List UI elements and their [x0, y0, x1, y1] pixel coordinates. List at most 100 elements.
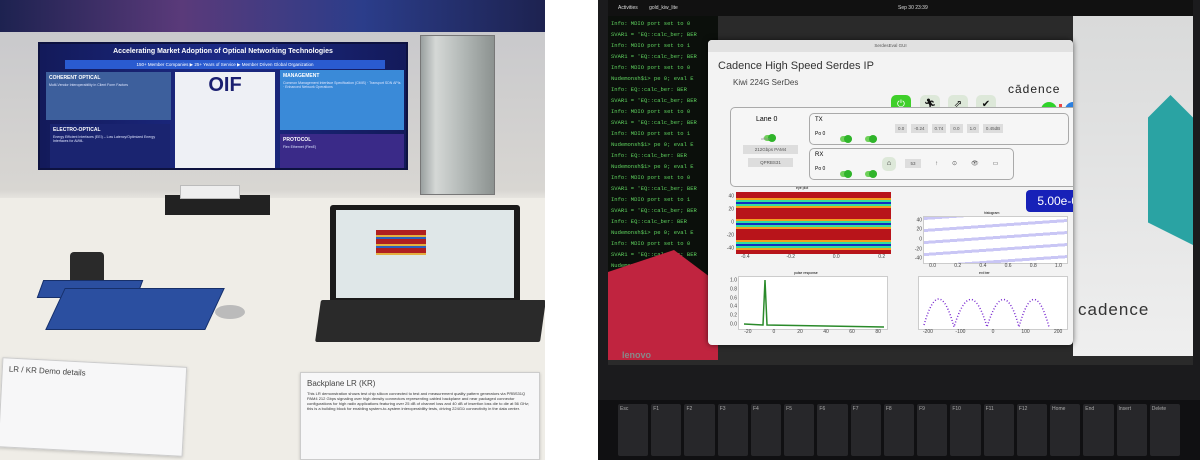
tx-field[interactable]: 0.45dB — [982, 124, 1004, 133]
data-rate-field[interactable]: 212Gbps PAM4 — [743, 145, 798, 154]
tx-field[interactable]: 0.0 — [950, 124, 963, 133]
key[interactable]: F10 — [950, 404, 981, 456]
gnome-topbar: Activities gold_kiw_lite Sep 30 23:39 — [608, 0, 1193, 16]
terminal-line: SVAR1 = 'EQ::calc_ber; BER — [611, 31, 697, 38]
terminal-line: Nudemonsh$1> pe 0; eval E — [611, 75, 694, 82]
key[interactable]: F3 — [717, 404, 748, 456]
key[interactable]: Insert — [1116, 404, 1147, 456]
y-tick-label: 20 — [728, 206, 734, 213]
key[interactable]: F11 — [983, 404, 1014, 456]
y-tick-label: -20 — [914, 246, 922, 253]
key[interactable]: Esc — [618, 404, 649, 456]
laptop-left-keyboard — [315, 300, 545, 342]
app-menu[interactable]: gold_kiw_lite — [649, 5, 678, 11]
x-tick-label: 0.8 — [1029, 263, 1037, 269]
ceiling-lights — [0, 0, 545, 32]
key[interactable]: F5 — [784, 404, 815, 456]
lock-icon: ⌂ — [886, 160, 892, 167]
terminal-line: Info: MDIO port set to 1 — [611, 42, 691, 49]
cadence-logo: cādence — [1008, 82, 1061, 96]
y-tick-label: 0.2 — [730, 312, 737, 319]
terminal-line: Info: EQ::calc_ber: BER — [611, 86, 687, 93]
rx-mode-toggle[interactable] — [865, 164, 877, 182]
backplane-card: Backplane LR (KR) This LR demonstration … — [300, 372, 540, 460]
rx-enable-toggle[interactable] — [840, 164, 852, 182]
poster-section-protocol: PROTOCOL Flex Ethernet (FlexE) — [280, 134, 404, 168]
activities-button[interactable]: Activities — [618, 5, 638, 11]
backplane-description: This LR demonstration shows test chip si… — [307, 391, 530, 411]
ext-ber-curve — [923, 298, 1050, 329]
booth-photo: Accelerating Market Adoption of Optical … — [0, 0, 545, 460]
x-tick-label: -200 — [922, 329, 933, 335]
terminal-line: Info: MDIO port set to 0 — [611, 64, 691, 71]
key[interactable]: F6 — [817, 404, 848, 456]
lock-button[interactable]: ⌂ — [882, 157, 896, 171]
y-tick-label: 0.4 — [730, 303, 737, 310]
key[interactable]: Delete — [1149, 404, 1180, 456]
wallpaper-hexagon — [1148, 95, 1193, 245]
x-tick-label: 40 — [823, 329, 829, 335]
terminal-line: SVAR1 = 'EQ::calc_ber; BER — [611, 97, 697, 104]
app-subheading: Kiwi 224G SerDes — [733, 78, 799, 87]
eye-plot: eye plot 40 20 0 -20 -40 -0.4 -0.2 0.0 0.2 — [727, 186, 891, 260]
x-tick-label: 0.4 — [979, 263, 987, 269]
key[interactable]: F9 — [917, 404, 948, 456]
tx-field[interactable]: 1.0 — [966, 124, 979, 133]
x-tick-label: -20 — [744, 329, 752, 335]
poster-center: OIF — [175, 72, 275, 168]
pattern-field[interactable]: QPRBS31 — [748, 158, 793, 167]
key[interactable]: F1 — [651, 404, 682, 456]
y-tick-label: -20 — [726, 232, 734, 239]
y-tick-label: 40 — [916, 217, 922, 224]
histogram-bars — [924, 217, 1067, 263]
y-tick-label: 40 — [728, 193, 734, 200]
y-tick-label: 1.0 — [730, 277, 737, 284]
tx-mode-toggle[interactable] — [865, 129, 877, 147]
lane-toggle[interactable] — [764, 128, 776, 146]
device-stand — [165, 195, 270, 215]
terminal-line: Info: EQ::calc_ber: BER — [611, 218, 687, 225]
rx-action-icons[interactable]: ↑⊙👁︎▭ — [935, 161, 1013, 167]
x-tick-label: 0.2 — [878, 254, 886, 260]
tx-enable-toggle[interactable] — [840, 129, 852, 147]
poster-stat: Member Driven Global Organization — [241, 62, 314, 67]
tx-field[interactable]: -0.24 — [911, 124, 928, 133]
tx-field[interactable]: 0.0 — [895, 124, 908, 133]
key[interactable]: Home — [1050, 404, 1081, 456]
key[interactable]: F4 — [750, 404, 782, 456]
x-tick-label: -100 — [955, 329, 966, 335]
power-icon: ⏻ — [897, 99, 905, 110]
demo-details-card: LR / KR Demo details — [0, 357, 188, 457]
equipment-rack — [420, 35, 495, 195]
key[interactable]: F2 — [684, 404, 715, 456]
rx-field[interactable]: 53 — [905, 159, 921, 168]
laptop-keyboard: Esc F1 F2 F3 F4 F5 F6 F7 F8 F9 F10 F11 F12 Home End Ins… — [598, 400, 1200, 460]
tx-fields: 0.0 -0.24 0.74 0.0 1.0 0.45dB — [895, 124, 1004, 133]
clock[interactable]: Sep 30 23:39 — [898, 5, 928, 11]
key[interactable]: End — [1083, 404, 1114, 456]
terminal-line: Nudemonsh$1> pe 0; eval E — [611, 163, 694, 170]
rx-panel: RX Po 0 ⌂ 53 ↑⊙👁︎▭ — [809, 148, 1014, 180]
x-tick-label: 0 — [991, 329, 995, 335]
terminal-line: SVAR1 = 'EQ::calc_ber; BER — [611, 207, 697, 214]
serdes-eval-window: SerdesEval GUI Cadence High Speed Serdes… — [708, 40, 1073, 345]
terminal-line: SVAR1 = 'EQ::calc_ber; BER — [611, 185, 697, 192]
pulse-response-line — [743, 279, 885, 328]
ext-ber-plot: ext ber -200 -100 0 100 200 — [918, 271, 1068, 335]
laptop-screen: Activities gold_kiw_lite Sep 30 23:39 In… — [608, 0, 1193, 365]
x-tick-label: 0.2 — [954, 263, 962, 269]
key[interactable]: F8 — [883, 404, 915, 456]
terminal-line: Info: MDIO port set to 0 — [611, 240, 691, 247]
y-tick-label: 0 — [731, 219, 734, 226]
y-tick-label: -40 — [726, 245, 734, 252]
check-circle-icon: ✔ — [981, 99, 991, 110]
poster-title: Accelerating Market Adoption of Optical … — [113, 48, 333, 55]
key[interactable]: F7 — [850, 404, 881, 456]
x-tick-label: 0.0 — [929, 263, 937, 269]
poster-section-coherent: COHERENT OPTICAL Multi-Vendor Interoperab… — [46, 72, 171, 120]
x-tick-label: 1.0 — [1054, 263, 1062, 269]
histogram-plot: histogram 40 20 0 -20 -40 0.0 0.2 0.4 0.6 0.8 1.0 — [915, 211, 1068, 269]
terminal-line: Nudemonsh$1> pe 0; eval E — [611, 229, 694, 236]
key[interactable]: F12 — [1016, 404, 1048, 456]
tx-field[interactable]: 0.74 — [931, 124, 947, 133]
